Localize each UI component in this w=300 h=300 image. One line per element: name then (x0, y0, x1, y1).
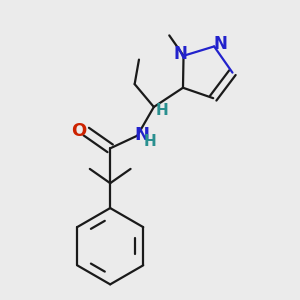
Text: N: N (135, 126, 150, 144)
Text: H: H (143, 134, 156, 149)
Text: N: N (213, 35, 227, 53)
Text: O: O (71, 122, 87, 140)
Text: N: N (174, 45, 188, 63)
Text: H: H (156, 103, 169, 118)
